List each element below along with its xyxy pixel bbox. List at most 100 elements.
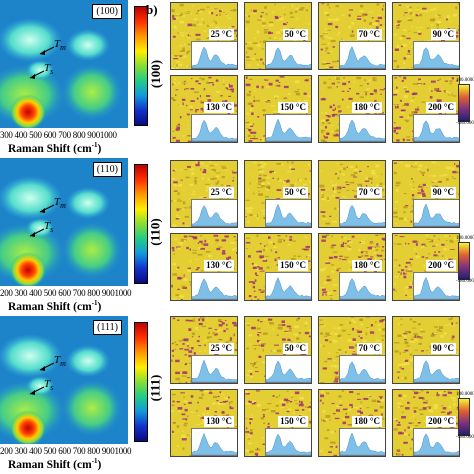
histogram-inset — [413, 428, 459, 456]
heatmap-plot — [0, 0, 128, 128]
arrow-icon — [29, 204, 55, 237]
tm-annotation: Tm — [54, 38, 66, 53]
facet-tag: (111) — [93, 320, 122, 335]
temperature-label: 130 °C — [204, 416, 234, 427]
microscopy-tile: 150 °C — [244, 233, 312, 301]
facet-label: (111) — [147, 374, 163, 402]
microscopy-tile: 150 °C — [244, 75, 312, 143]
histogram-inset — [413, 272, 459, 300]
histogram-inset — [339, 428, 385, 456]
x-tick-labels: 200 300 400 500 600 700 800 9001000 — [0, 446, 132, 456]
heatmap-panel-2: (111) Tm Ts — [0, 316, 130, 444]
phase-scale-bar — [458, 84, 470, 122]
histogram-inset — [265, 114, 311, 142]
histogram-inset — [191, 272, 237, 300]
temperature-label: 200 °C — [426, 416, 456, 427]
microscopy-tile: 50 °C — [244, 160, 312, 228]
panel-b-label: b) — [146, 2, 158, 17]
temperature-label: 150 °C — [278, 416, 308, 427]
tm-annotation: Tm — [54, 354, 66, 369]
histogram-inset — [265, 272, 311, 300]
temperature-label: 90 °C — [430, 343, 456, 354]
x-axis-label: Raman Shift (cm-1) — [8, 457, 102, 471]
histogram-inset — [339, 114, 385, 142]
microscopy-tile: 200 °C — [392, 389, 460, 457]
scale-top-label: 180.0000 — [456, 78, 474, 83]
histogram-inset — [339, 41, 385, 69]
x-axis-label: Raman Shift (cm-1) — [8, 141, 102, 155]
histogram-inset — [191, 355, 237, 383]
arrow-icon — [29, 362, 55, 395]
heatmap-plot — [0, 158, 128, 286]
temperature-label: 90 °C — [430, 29, 456, 40]
microscopy-tile: 130 °C — [170, 233, 238, 301]
temperature-label: 200 °C — [426, 102, 456, 113]
temperature-label: 25 °C — [208, 29, 234, 40]
microscopy-tile: 50 °C — [244, 316, 312, 384]
temperature-label: 25 °C — [208, 187, 234, 198]
histogram-inset — [191, 428, 237, 456]
microscopy-tile: 150 °C — [244, 389, 312, 457]
scale-bottom-label: -180.0000 — [456, 435, 474, 440]
microscopy-tile: 70 °C — [318, 2, 386, 70]
x-axis-label: Raman Shift (cm-1) — [8, 299, 102, 313]
phase-scale-bar — [458, 398, 470, 436]
microscopy-tile: 70 °C — [318, 160, 386, 228]
arrow-icon — [29, 46, 55, 79]
histogram-inset — [265, 428, 311, 456]
heatmap-panel-1: (110) Tm Ts — [0, 158, 130, 286]
histogram-inset — [413, 114, 459, 142]
microscopy-tile: 25 °C — [170, 316, 238, 384]
microscopy-tile: 90 °C — [392, 160, 460, 228]
histogram-inset — [413, 355, 459, 383]
colorbar — [134, 322, 148, 442]
temperature-label: 70 °C — [356, 343, 382, 354]
scale-bottom-label: -180.0000 — [456, 121, 474, 126]
microscopy-tile: 180 °C — [318, 389, 386, 457]
histogram-inset — [339, 355, 385, 383]
histogram-inset — [265, 355, 311, 383]
microscopy-tile: 70 °C — [318, 316, 386, 384]
x-tick-labels: 300 400 500 600 700 800 9001000 — [0, 130, 117, 140]
microscopy-tile: 50 °C — [244, 2, 312, 70]
microscopy-tile: 130 °C — [170, 75, 238, 143]
temperature-label: 90 °C — [430, 187, 456, 198]
scale-top-label: 180.0000 — [456, 236, 474, 241]
colorbar — [134, 6, 148, 126]
temperature-label: 25 °C — [208, 343, 234, 354]
temperature-label: 150 °C — [278, 260, 308, 271]
histogram-inset — [413, 199, 459, 227]
tm-annotation: Tm — [54, 196, 66, 211]
temperature-label: 50 °C — [282, 187, 308, 198]
histogram-inset — [191, 41, 237, 69]
histogram-inset — [339, 199, 385, 227]
temperature-label: 130 °C — [204, 260, 234, 271]
microscopy-tile: 180 °C — [318, 233, 386, 301]
microscopy-tile: 90 °C — [392, 2, 460, 70]
temperature-label: 130 °C — [204, 102, 234, 113]
histogram-inset — [191, 114, 237, 142]
microscopy-tile: 200 °C — [392, 233, 460, 301]
temperature-label: 200 °C — [426, 260, 456, 271]
heatmap-panel-0: (100) Tm Ts — [0, 0, 130, 128]
histogram-inset — [191, 199, 237, 227]
temperature-label: 180 °C — [352, 416, 382, 427]
microscopy-tile: 90 °C — [392, 316, 460, 384]
phase-scale-bar — [458, 242, 470, 280]
temperature-label: 180 °C — [352, 102, 382, 113]
temperature-label: 50 °C — [282, 343, 308, 354]
ts-annotation: Ts — [44, 220, 54, 235]
microscopy-tile: 25 °C — [170, 2, 238, 70]
scale-top-label: 180.0000 — [456, 392, 474, 397]
temperature-label: 50 °C — [282, 29, 308, 40]
facet-label: (110) — [147, 218, 163, 246]
temperature-label: 180 °C — [352, 260, 382, 271]
temperature-label: 70 °C — [356, 187, 382, 198]
histogram-inset — [413, 41, 459, 69]
ts-annotation: Ts — [44, 378, 54, 393]
temperature-label: 150 °C — [278, 102, 308, 113]
scale-bottom-label: -180.0000 — [456, 279, 474, 284]
facet-tag: (100) — [92, 4, 122, 19]
colorbar — [134, 164, 148, 284]
temperature-label: 70 °C — [356, 29, 382, 40]
